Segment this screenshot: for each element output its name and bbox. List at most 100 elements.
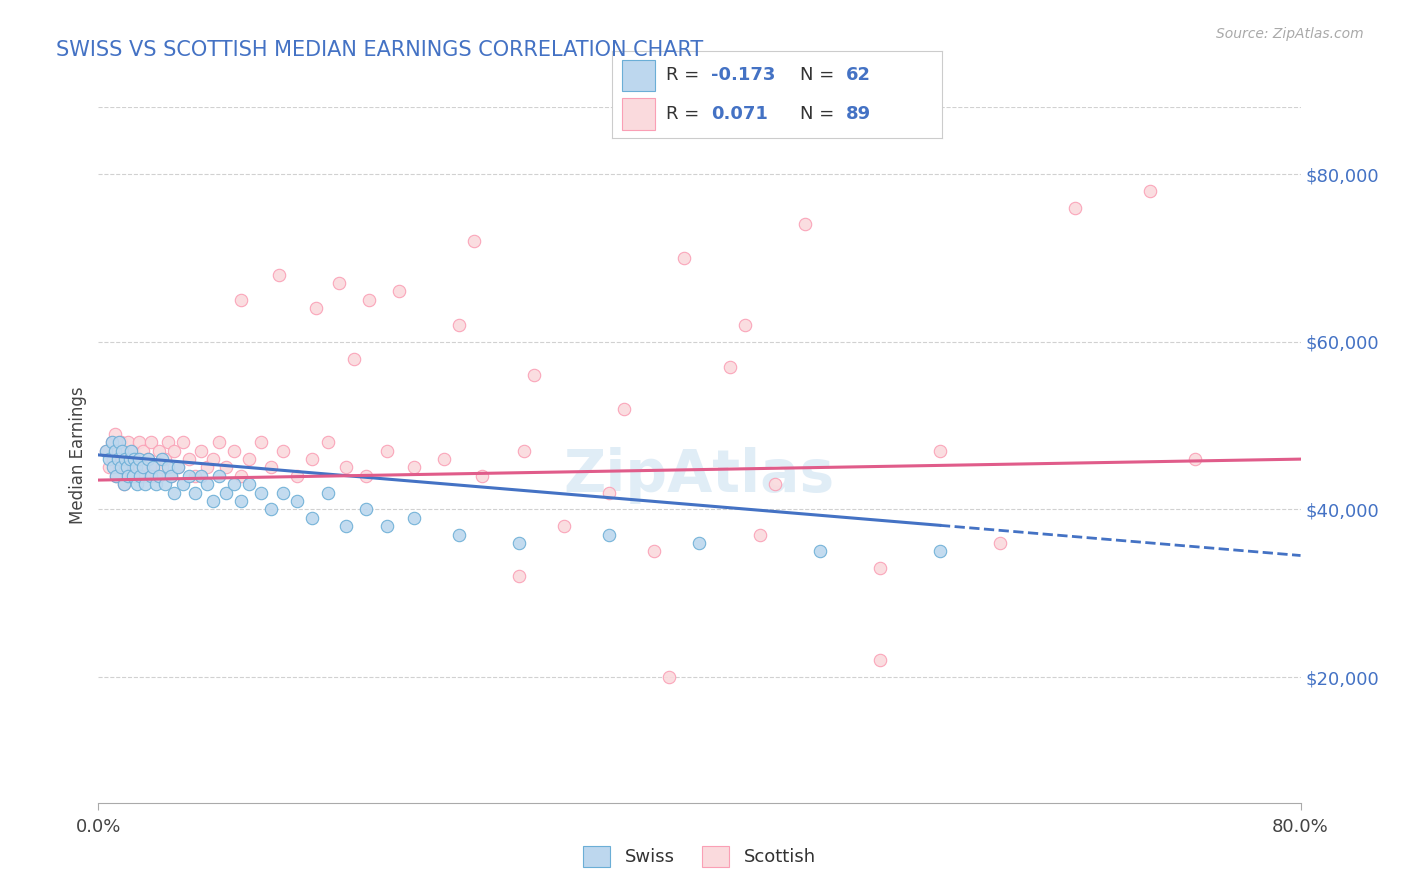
Point	[172, 477, 194, 491]
Point	[128, 435, 150, 450]
Point	[508, 536, 530, 550]
Point	[231, 494, 253, 508]
Point	[136, 452, 159, 467]
Point	[402, 510, 425, 524]
Point	[105, 468, 128, 483]
Point	[136, 452, 159, 467]
Point	[869, 653, 891, 667]
Point	[132, 460, 155, 475]
Point	[598, 485, 620, 500]
Point	[110, 460, 132, 475]
Point	[153, 452, 176, 467]
Point	[94, 443, 117, 458]
Point	[260, 502, 283, 516]
Point	[673, 251, 696, 265]
Point	[643, 544, 665, 558]
Point	[357, 293, 380, 307]
Point	[869, 561, 891, 575]
Point	[748, 527, 770, 541]
Point	[121, 443, 143, 458]
Point	[117, 435, 139, 450]
Text: 62: 62	[846, 66, 872, 85]
Point	[156, 435, 179, 450]
Bar	[621, 98, 655, 129]
Point	[97, 452, 120, 467]
Point	[110, 435, 132, 450]
Text: Source: ZipAtlas.com: Source: ZipAtlas.com	[1216, 27, 1364, 41]
Point	[177, 452, 200, 467]
Point	[793, 218, 815, 232]
Point	[328, 276, 350, 290]
Text: R =: R =	[666, 104, 706, 123]
Point	[354, 468, 377, 483]
Text: SWISS VS SCOTTISH MEDIAN EARNINGS CORRELATION CHART: SWISS VS SCOTTISH MEDIAN EARNINGS CORREL…	[56, 40, 703, 60]
Point	[249, 485, 271, 500]
Point	[929, 443, 952, 458]
Point	[658, 670, 681, 684]
Point	[335, 460, 357, 475]
Point	[127, 468, 149, 483]
Point	[94, 443, 117, 458]
Point	[734, 318, 756, 332]
Point	[215, 485, 238, 500]
Point	[447, 527, 470, 541]
Point	[127, 477, 149, 491]
Point	[156, 460, 179, 475]
Point	[201, 494, 224, 508]
Point	[375, 519, 398, 533]
Point	[112, 477, 135, 491]
Point	[148, 443, 170, 458]
Point	[508, 569, 530, 583]
Point	[107, 452, 129, 467]
Point	[301, 510, 323, 524]
Point	[689, 536, 711, 550]
Point	[125, 452, 148, 467]
Point	[122, 468, 145, 483]
Point	[215, 460, 238, 475]
Point	[183, 485, 205, 500]
Point	[222, 443, 245, 458]
Point	[124, 452, 146, 467]
Point	[124, 460, 146, 475]
Point	[343, 351, 366, 366]
Point	[103, 452, 125, 467]
Point	[145, 477, 167, 491]
Point	[463, 234, 485, 248]
Point	[128, 452, 150, 467]
Point	[118, 452, 141, 467]
Point	[115, 460, 138, 475]
Point	[183, 468, 205, 483]
Text: R =: R =	[666, 66, 706, 85]
Point	[808, 544, 831, 558]
Point	[105, 468, 128, 483]
Point	[335, 519, 357, 533]
Point	[139, 435, 162, 450]
Point	[167, 460, 190, 475]
Point	[141, 460, 163, 475]
Point	[471, 468, 494, 483]
Point	[134, 477, 156, 491]
Point	[162, 443, 184, 458]
Point	[134, 468, 156, 483]
Point	[260, 460, 283, 475]
Point	[231, 468, 253, 483]
Point	[553, 519, 575, 533]
Point	[267, 268, 290, 282]
Point	[118, 452, 141, 467]
Point	[375, 443, 398, 458]
Point	[201, 452, 224, 467]
Point	[195, 477, 218, 491]
Point	[153, 477, 176, 491]
Point	[150, 460, 173, 475]
Point	[141, 460, 163, 475]
Point	[125, 460, 148, 475]
Point	[271, 443, 294, 458]
Point	[249, 435, 271, 450]
Point	[301, 452, 323, 467]
Point	[108, 460, 131, 475]
Y-axis label: Median Earnings: Median Earnings	[69, 386, 87, 524]
Text: ZipAtlas: ZipAtlas	[564, 447, 835, 504]
Point	[763, 477, 786, 491]
Point	[114, 443, 136, 458]
Text: 89: 89	[846, 104, 872, 123]
